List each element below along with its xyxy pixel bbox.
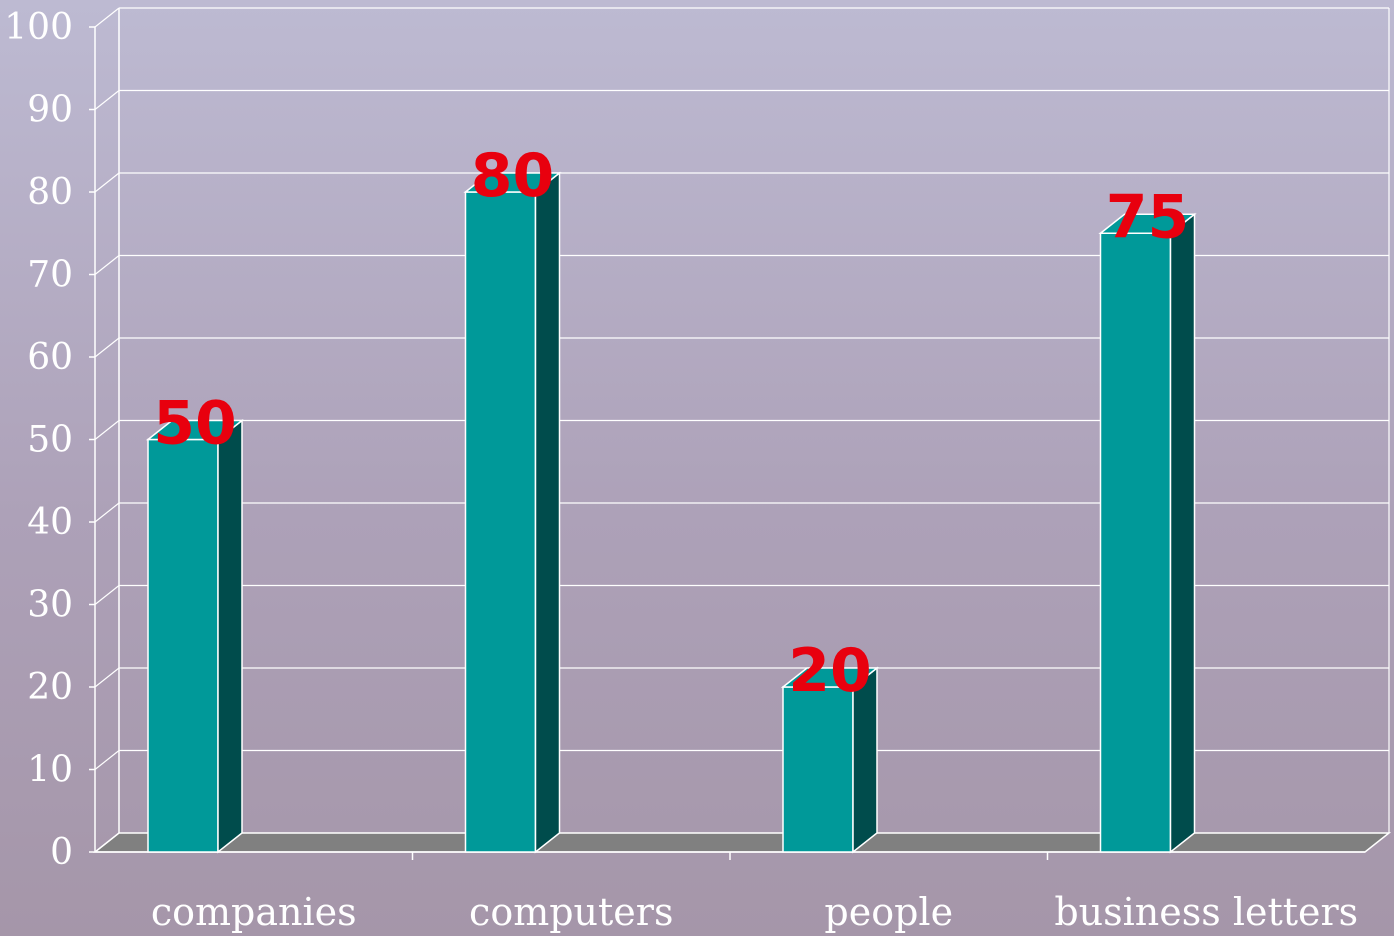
gridline-depth <box>94 502 120 523</box>
bar-top <box>780 667 880 688</box>
y-tick-label: 60 <box>27 337 73 378</box>
y-tick-label: 100 <box>4 7 73 48</box>
x-tick-label: computers <box>469 890 673 934</box>
gridline-depth <box>94 832 120 853</box>
y-tick-label: 30 <box>27 585 73 626</box>
bar-side <box>217 418 243 854</box>
gridline-depth <box>94 585 120 605</box>
x-tick-label: people <box>824 890 953 934</box>
x-tick-label: companies <box>151 890 357 934</box>
bar-top <box>463 172 562 193</box>
y-tick-label: 90 <box>27 90 73 131</box>
bar <box>464 191 537 853</box>
gridline-depth <box>94 750 120 770</box>
y-tick-label: 80 <box>27 172 73 213</box>
bar-top <box>1098 213 1197 234</box>
gridline-depth <box>94 255 120 275</box>
bar <box>1099 232 1172 853</box>
y-tick-label: 50 <box>27 420 73 461</box>
y-tick-label: 40 <box>27 502 73 543</box>
bar <box>147 438 219 853</box>
data-label: 80 <box>471 141 555 211</box>
x-tick-label: business letters <box>1054 890 1358 934</box>
gridline-depth <box>94 90 120 110</box>
gridline-depth <box>94 7 120 28</box>
y-tick-label: 10 <box>27 750 73 791</box>
bar-side <box>534 171 561 854</box>
data-label: 20 <box>788 636 872 706</box>
gridline-depth <box>94 667 120 688</box>
gridline-depth <box>94 420 120 440</box>
gridline-depth <box>94 172 120 193</box>
data-label: 50 <box>153 389 237 459</box>
y-tick-label: 20 <box>27 667 73 708</box>
y-tick-label: 0 <box>50 832 73 873</box>
y-tick-label: 70 <box>27 255 73 296</box>
bar <box>782 686 854 853</box>
bar-top <box>145 419 245 441</box>
bar-side <box>1169 212 1196 854</box>
data-label: 75 <box>1106 182 1190 252</box>
chart-floor <box>92 832 1392 853</box>
gridline-depth <box>94 337 120 358</box>
